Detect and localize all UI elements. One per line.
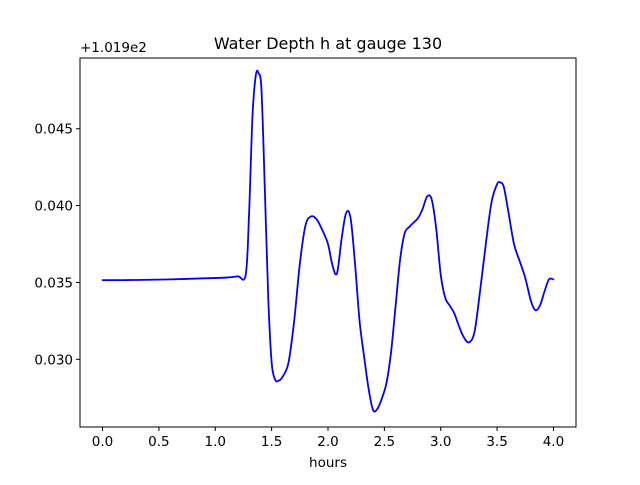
x-axis-ticks: 0.0 0.5 1.0 1.5 2.0 2.5 3.0 3.5 4.0 xyxy=(92,427,564,450)
y-tick-label: 0.045 xyxy=(34,122,73,138)
x-tick-label: 0.5 xyxy=(148,434,169,450)
chart-title: Water Depth h at gauge 130 xyxy=(214,34,442,53)
y-offset-text: +1.019e2 xyxy=(80,40,147,56)
plot-area xyxy=(101,69,555,413)
y-tick-label: 0.040 xyxy=(34,199,73,215)
x-tick-label: 1.0 xyxy=(205,434,226,450)
y-tick-label: 0.035 xyxy=(34,275,73,291)
y-axis-ticks: 0.030 0.035 0.040 0.045 xyxy=(34,122,80,368)
x-tick-label: 3.5 xyxy=(486,434,507,450)
x-tick-label: 1.5 xyxy=(261,434,282,450)
x-tick-label: 2.5 xyxy=(374,434,395,450)
x-tick-label: 2.0 xyxy=(317,434,338,450)
x-tick-label: 4.0 xyxy=(543,434,564,450)
y-tick-label: 0.030 xyxy=(34,352,73,368)
x-tick-label: 0.0 xyxy=(92,434,113,450)
x-axis-label: hours xyxy=(309,455,347,471)
x-tick-label: 3.0 xyxy=(430,434,451,450)
series-line-water-depth xyxy=(101,69,555,413)
